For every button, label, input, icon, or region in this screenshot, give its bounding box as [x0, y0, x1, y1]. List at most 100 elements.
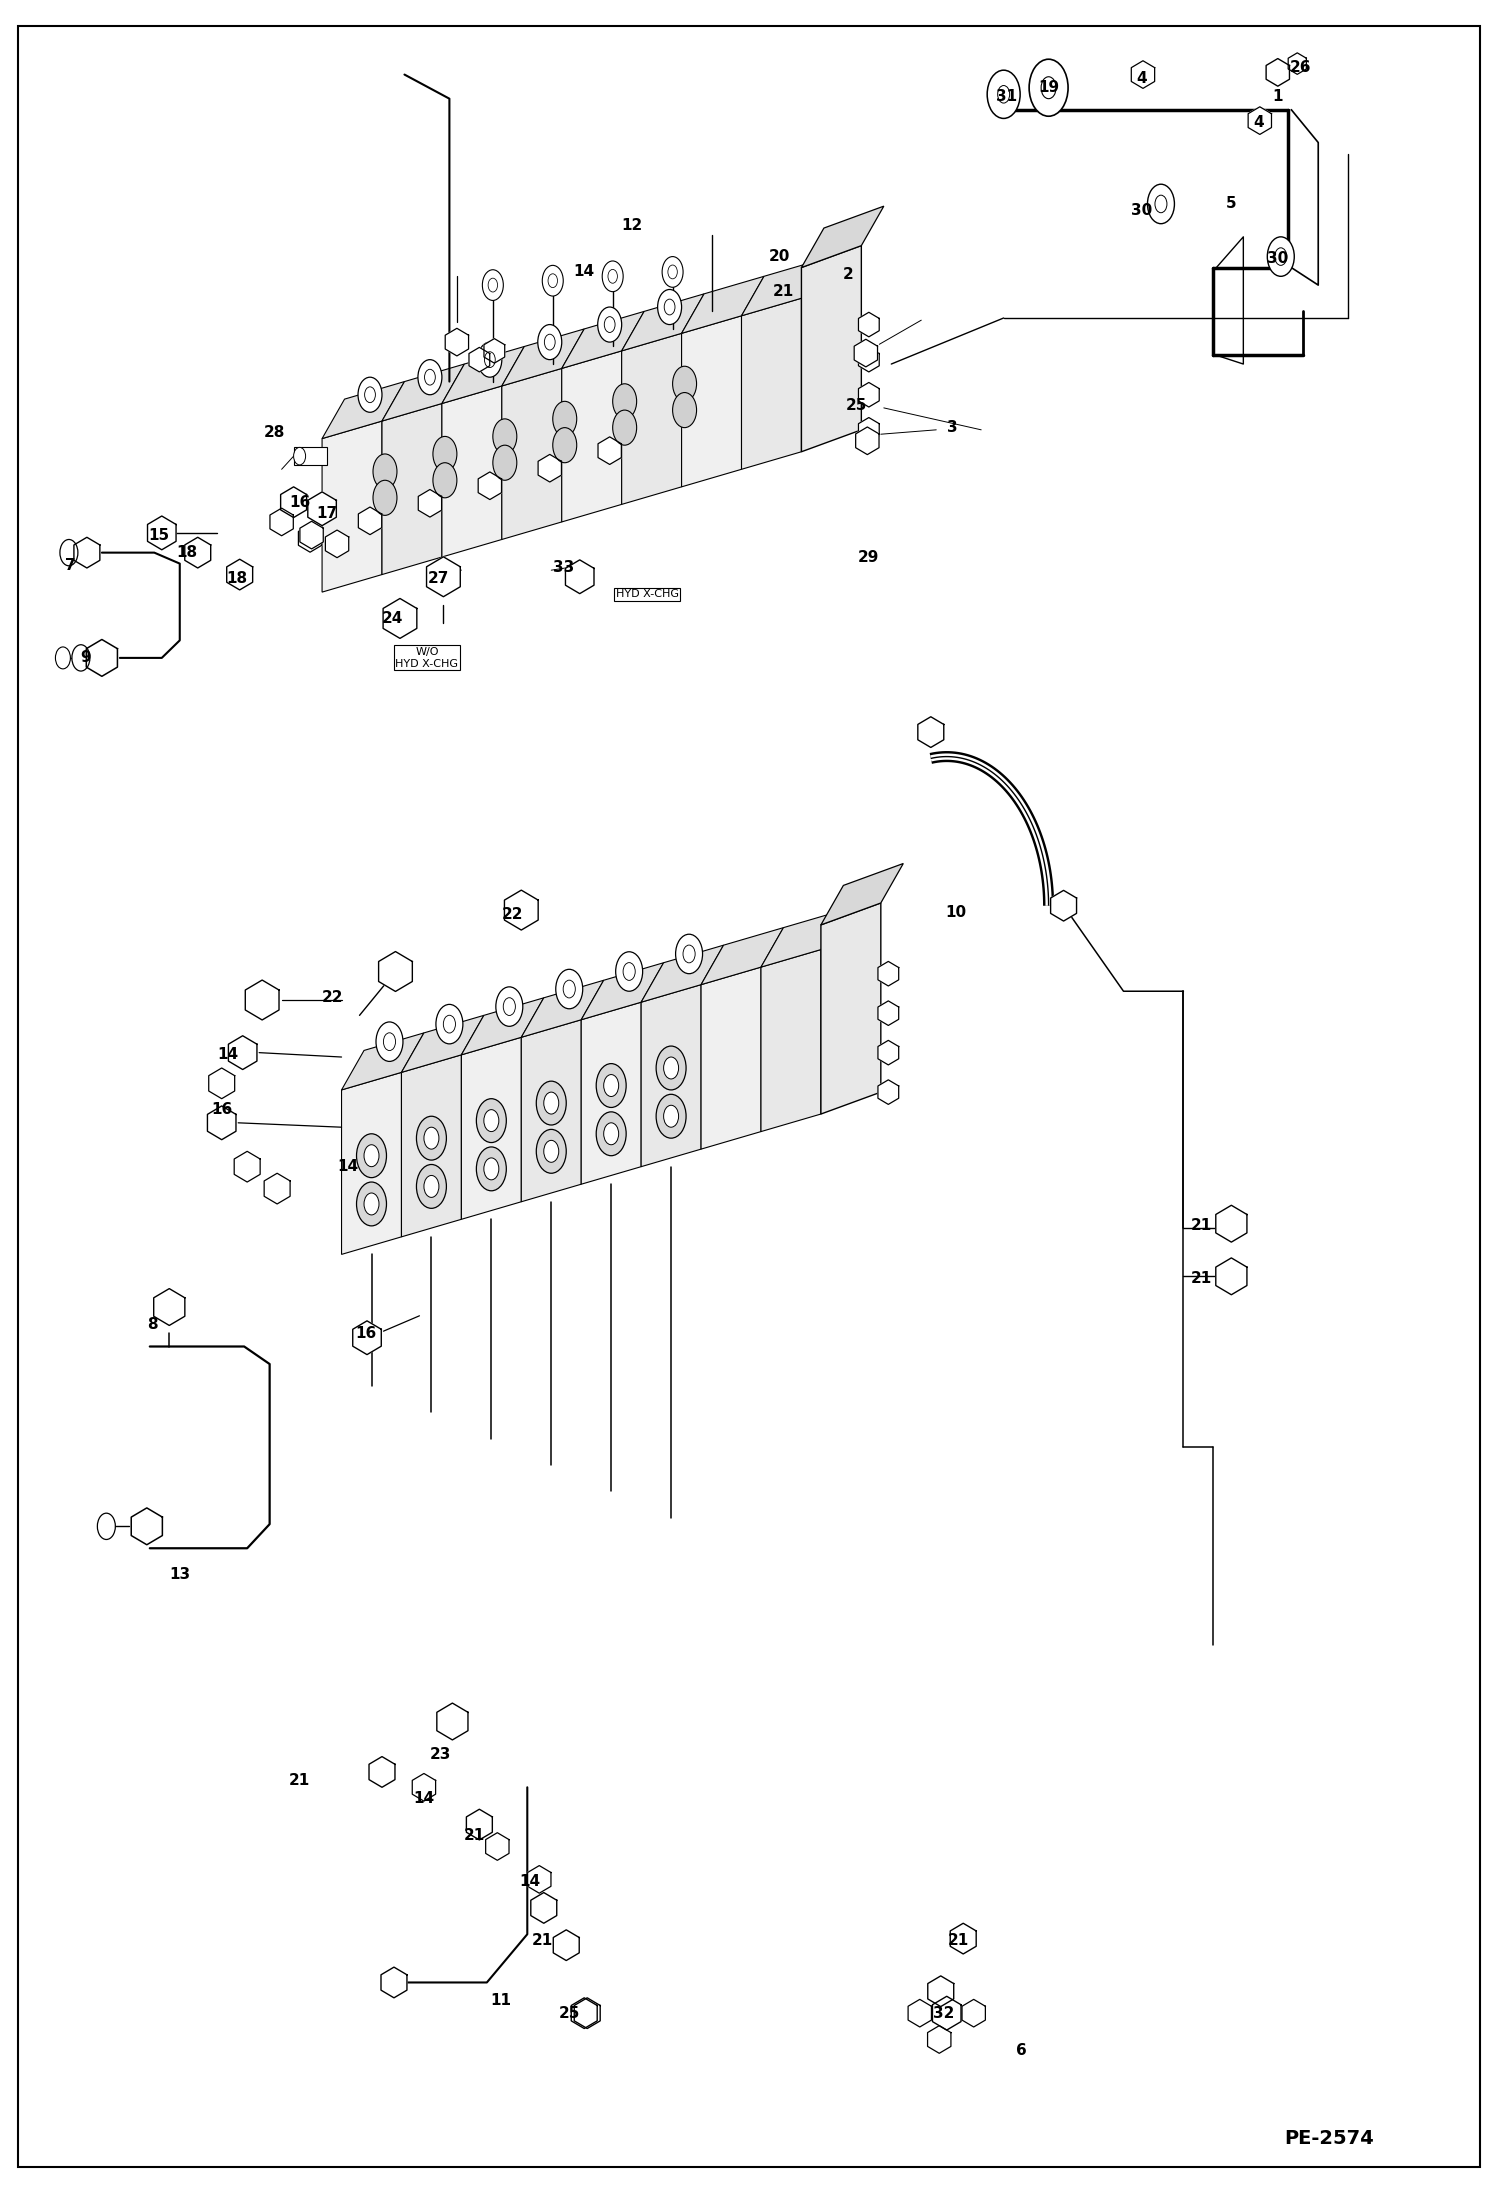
Circle shape — [613, 384, 637, 419]
Text: 25: 25 — [559, 2007, 580, 2020]
Circle shape — [662, 257, 683, 287]
Polygon shape — [478, 471, 502, 500]
Polygon shape — [562, 311, 644, 368]
Text: 14: 14 — [413, 1792, 434, 1805]
Circle shape — [544, 1140, 559, 1162]
Text: 33: 33 — [553, 561, 574, 575]
Circle shape — [357, 1182, 386, 1226]
Circle shape — [673, 366, 697, 401]
Polygon shape — [234, 1151, 261, 1182]
Text: 12: 12 — [622, 219, 643, 232]
Text: 18: 18 — [226, 572, 247, 586]
Circle shape — [1275, 248, 1287, 265]
Circle shape — [608, 270, 617, 283]
Circle shape — [536, 1129, 566, 1173]
Text: 26: 26 — [1290, 61, 1311, 75]
Circle shape — [1267, 237, 1294, 276]
Polygon shape — [469, 346, 490, 373]
Polygon shape — [918, 717, 944, 748]
Polygon shape — [461, 998, 544, 1055]
Polygon shape — [380, 1967, 407, 1998]
Circle shape — [416, 1116, 446, 1160]
Circle shape — [433, 463, 457, 498]
Circle shape — [664, 1105, 679, 1127]
Circle shape — [1029, 59, 1068, 116]
Circle shape — [97, 1513, 115, 1539]
Polygon shape — [401, 1055, 461, 1237]
Text: 13: 13 — [169, 1568, 190, 1581]
Polygon shape — [226, 559, 253, 590]
Polygon shape — [598, 436, 622, 465]
Circle shape — [358, 377, 382, 412]
Circle shape — [604, 1075, 619, 1096]
Polygon shape — [527, 1866, 551, 1893]
Polygon shape — [442, 386, 502, 557]
Polygon shape — [858, 382, 879, 408]
Polygon shape — [442, 346, 524, 404]
Circle shape — [418, 360, 442, 395]
Text: 21: 21 — [464, 1829, 485, 1842]
Polygon shape — [571, 1998, 598, 2029]
Polygon shape — [270, 509, 294, 535]
Polygon shape — [908, 2000, 932, 2026]
Text: 11: 11 — [490, 1993, 511, 2007]
Polygon shape — [878, 961, 899, 987]
Circle shape — [294, 447, 306, 465]
Text: 23: 23 — [430, 1748, 451, 1761]
Text: 20: 20 — [768, 250, 789, 263]
Text: 14: 14 — [217, 1048, 238, 1061]
Polygon shape — [437, 1704, 467, 1739]
Text: 22: 22 — [502, 908, 523, 921]
Circle shape — [424, 1127, 439, 1149]
Polygon shape — [307, 491, 337, 526]
Circle shape — [598, 307, 622, 342]
Polygon shape — [878, 1079, 899, 1105]
Polygon shape — [246, 980, 279, 1020]
Circle shape — [553, 401, 577, 436]
Polygon shape — [622, 333, 682, 504]
Polygon shape — [300, 522, 324, 548]
Text: 5: 5 — [1225, 197, 1237, 211]
Circle shape — [987, 70, 1020, 118]
Circle shape — [373, 480, 397, 515]
Circle shape — [556, 969, 583, 1009]
Text: 21: 21 — [532, 1934, 553, 1947]
Text: 19: 19 — [1038, 81, 1059, 94]
Polygon shape — [228, 1035, 258, 1070]
Polygon shape — [1216, 1206, 1246, 1241]
Polygon shape — [1216, 1259, 1246, 1294]
Polygon shape — [466, 1809, 493, 1840]
Text: 3: 3 — [947, 421, 959, 434]
Text: 18: 18 — [177, 546, 198, 559]
Polygon shape — [641, 945, 724, 1002]
Polygon shape — [521, 980, 604, 1037]
Polygon shape — [445, 329, 469, 355]
Circle shape — [424, 1175, 439, 1197]
Circle shape — [602, 261, 623, 292]
Circle shape — [376, 1022, 403, 1061]
Circle shape — [443, 1015, 455, 1033]
Polygon shape — [369, 1757, 395, 1787]
Polygon shape — [184, 537, 211, 568]
Circle shape — [436, 1004, 463, 1044]
Polygon shape — [927, 1976, 954, 2007]
Text: 21: 21 — [773, 285, 794, 298]
Circle shape — [553, 428, 577, 463]
Circle shape — [616, 952, 643, 991]
Polygon shape — [1050, 890, 1077, 921]
Polygon shape — [927, 2026, 951, 2053]
Text: 27: 27 — [428, 572, 449, 586]
Polygon shape — [1131, 61, 1155, 88]
Text: 4: 4 — [1135, 72, 1147, 86]
Text: 10: 10 — [945, 906, 966, 919]
Circle shape — [673, 393, 697, 428]
Polygon shape — [701, 967, 761, 1149]
Text: 21: 21 — [1191, 1272, 1212, 1285]
Polygon shape — [379, 952, 412, 991]
Circle shape — [596, 1064, 626, 1107]
Text: 9: 9 — [79, 651, 91, 664]
Circle shape — [424, 368, 436, 386]
Circle shape — [623, 963, 635, 980]
Polygon shape — [521, 1020, 581, 1202]
Polygon shape — [855, 428, 879, 454]
